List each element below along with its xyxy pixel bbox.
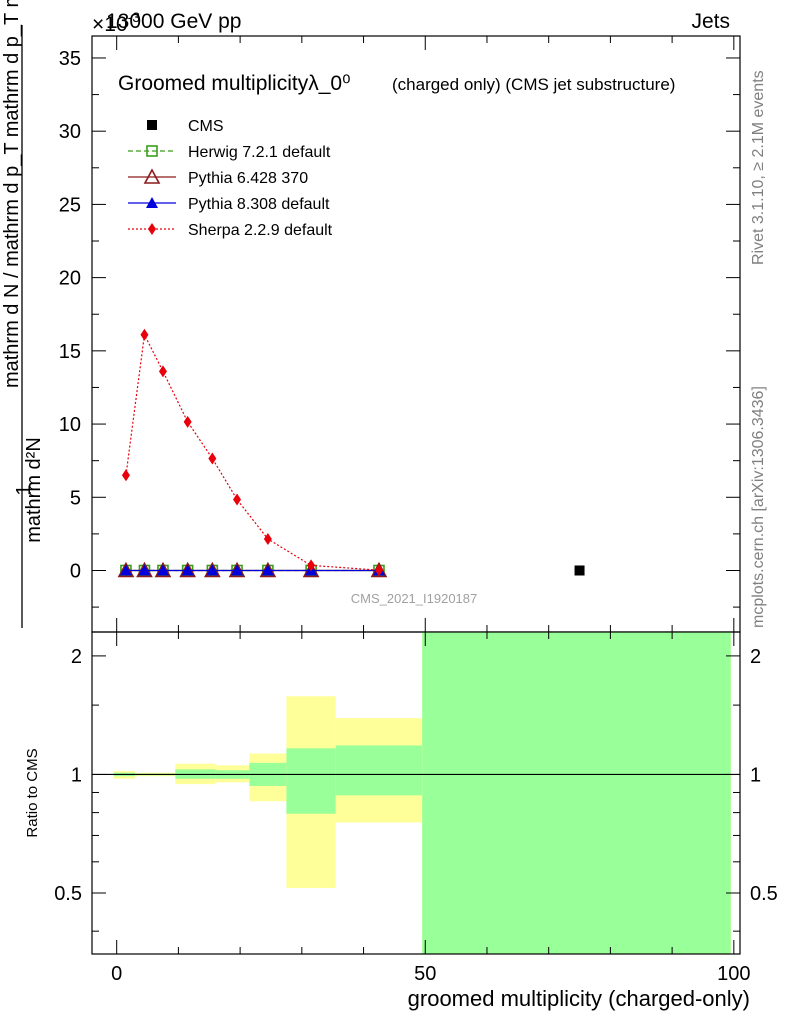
- watermark: CMS_2021_I1920187: [351, 591, 478, 606]
- data-point-3-6: [261, 564, 274, 576]
- ratio-ytick-label-right: 0.5: [750, 883, 778, 905]
- ratio-marks: [92, 632, 740, 954]
- data-point-4-2: [158, 365, 167, 378]
- ratio-ylabel: Ratio to CMS: [24, 748, 41, 837]
- data-point-3-2: [156, 564, 169, 576]
- x-axis-label: groomed multiplicity (charged-only): [408, 986, 750, 1011]
- main-ytick-label: 35: [59, 48, 81, 70]
- x-tick-label: 50: [414, 963, 436, 985]
- data-point-4-8: [374, 564, 383, 577]
- data-point-3-4: [206, 564, 219, 576]
- legend-label-1: Herwig 7.2.1 default: [188, 144, 331, 161]
- data-point-4-4: [208, 452, 217, 465]
- data-point-4-3: [183, 415, 192, 428]
- ratio-ytick-label: 1: [71, 764, 82, 786]
- main-ytick-label: 25: [59, 194, 81, 216]
- x-tick-label: 100: [717, 963, 750, 985]
- ratio-ytick-label: 0.5: [54, 883, 82, 905]
- legend-marker-1: [146, 145, 158, 157]
- legend-marker-2: [143, 168, 161, 184]
- main-ytick-label: 0: [70, 560, 81, 582]
- data-point-4-7: [307, 559, 316, 572]
- main-ytick-label: 10: [59, 414, 81, 436]
- legend: CMS Herwig 7.2.1 default Pythia 6.428 370 P…: [128, 118, 333, 239]
- data-point-4-1: [140, 328, 149, 341]
- exponent-label: ×10-3: [92, 9, 140, 36]
- data-point-3-5: [231, 564, 244, 576]
- rivet-label: Rivet 3.1.10, ≥ 2.1M events: [750, 70, 767, 265]
- ylabel-numerator: 1: [13, 484, 35, 495]
- legend-label-3: Pythia 8.308 default: [188, 196, 330, 213]
- ylabel-denominator-line1: mathrm d²N: [23, 437, 45, 543]
- legend-marker-4: [148, 223, 156, 235]
- data-point-4-5: [233, 493, 242, 506]
- data-point-4-6: [263, 533, 272, 546]
- data-point-3-3: [181, 564, 194, 576]
- ratio-ytick-label-right: 2: [750, 646, 761, 668]
- main-marks: [117, 328, 585, 578]
- legend-label-2: Pythia 6.428 370: [188, 170, 308, 187]
- data-point-4-0: [121, 469, 130, 482]
- stat-band-7: [422, 632, 731, 954]
- main-ytick-label: 20: [59, 268, 81, 290]
- ratio-axis-ticks: 0.5 0.51 12 20 50 100: [54, 36, 778, 985]
- main-ytick-label: 5: [70, 487, 81, 509]
- ratio-frame: [91, 631, 741, 955]
- ratio-ytick-label: 2: [71, 646, 82, 668]
- main-axis-ticks: 0 5 10 15 20 25 30 35: [59, 48, 740, 608]
- legend-marker-0: [147, 120, 157, 130]
- ratio-panel: 0.5 0.51 12 20 50 100 Ratio to CMS groomed mu…: [24, 36, 778, 1011]
- stat-band-6: [335, 745, 423, 796]
- stat-band-5: [286, 748, 336, 814]
- main-ylabel: 1 mathrm d²N mathrm d N / mathrm d p_T m…: [1, 0, 45, 628]
- legend-marker-3: [146, 197, 158, 208]
- energy-label: 13000 GeV pp: [106, 10, 241, 33]
- process-label: Jets: [691, 10, 730, 33]
- data-point-3-0: [119, 564, 132, 576]
- data-point-0-0: [574, 565, 585, 576]
- legend-label-4: Sherpa 2.2.9 default: [188, 222, 333, 239]
- main-ytick-label: 30: [59, 121, 81, 143]
- legend-label-0: CMS: [188, 118, 224, 135]
- data-point-3-1: [138, 564, 151, 576]
- ratio-ytick-label-right: 1: [750, 764, 761, 786]
- main-ytick-label: 15: [59, 341, 81, 363]
- main-title: Groomed multiplicityλ_0⁰: [118, 72, 351, 95]
- main-subtitle: (charged only) (CMS jet substructure): [392, 75, 675, 94]
- x-tick-label: 0: [111, 963, 122, 985]
- mcplots-label: mcplots.cern.ch [arXiv:1306.3436]: [750, 386, 767, 628]
- ylabel-upper-line: mathrm d N / mathrm d p_T mathrm d p_T m…: [1, 0, 23, 388]
